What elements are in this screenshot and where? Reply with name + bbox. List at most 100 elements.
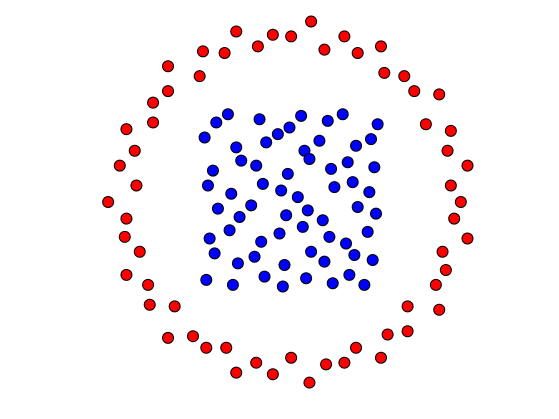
point [338,356,351,369]
point [350,341,363,354]
point [113,159,126,172]
point [291,191,304,204]
point [231,257,244,270]
point [248,250,261,263]
point [186,330,199,343]
point [230,366,243,379]
point [295,109,308,122]
point [361,225,374,238]
point [368,161,381,174]
point [266,368,279,381]
point [230,141,243,154]
point [285,351,298,364]
point [439,263,452,276]
point [318,255,331,268]
point [408,85,421,98]
point [313,134,326,147]
point [325,162,338,175]
point [130,179,143,192]
point [275,184,288,197]
point [258,270,271,283]
point [193,70,206,83]
point [168,300,181,313]
point [283,121,296,134]
point [218,46,231,59]
point [128,144,141,157]
point [220,341,233,354]
point [273,227,286,240]
point [369,207,382,220]
point [201,179,214,192]
point [281,167,294,180]
point [211,202,224,215]
point [251,40,264,53]
point [401,300,414,313]
point [162,60,175,73]
point [433,88,446,101]
point [276,280,289,293]
point [303,376,316,389]
point [366,254,379,267]
point [260,136,273,149]
point [120,123,133,136]
point [318,43,331,56]
point [305,245,318,258]
point [162,85,175,98]
point [266,28,279,41]
point [210,116,223,129]
point [120,212,133,225]
point [328,181,341,194]
point [454,196,467,209]
point [255,235,268,248]
point [365,133,378,146]
point [278,258,291,271]
point [198,131,211,144]
point [196,45,209,58]
point [374,40,387,53]
point [320,358,333,371]
point [235,154,248,167]
point [250,159,263,172]
point [200,341,213,354]
point [444,124,457,137]
point [351,46,364,59]
point [226,278,239,291]
point [433,303,446,316]
point [363,186,376,199]
point [250,356,263,369]
point [351,201,364,214]
point [271,128,284,141]
point [323,230,336,243]
point [374,351,387,364]
point [280,209,293,222]
point [133,245,146,258]
point [401,325,414,338]
point [296,220,309,233]
point [316,214,329,227]
point [303,152,316,165]
point [378,66,391,79]
point [143,298,156,311]
point [233,210,246,223]
point [225,187,238,200]
point [343,268,356,281]
point [203,232,216,245]
point [326,277,339,290]
point [341,156,354,169]
point [223,224,236,237]
point [461,159,474,172]
point [321,114,334,127]
point [230,25,243,38]
point [206,164,219,177]
point [200,273,213,286]
point [448,212,461,225]
point [305,15,318,28]
point [436,245,449,258]
point [142,278,155,291]
point [147,96,160,109]
point [381,328,394,341]
point [419,118,432,131]
point [348,249,361,262]
